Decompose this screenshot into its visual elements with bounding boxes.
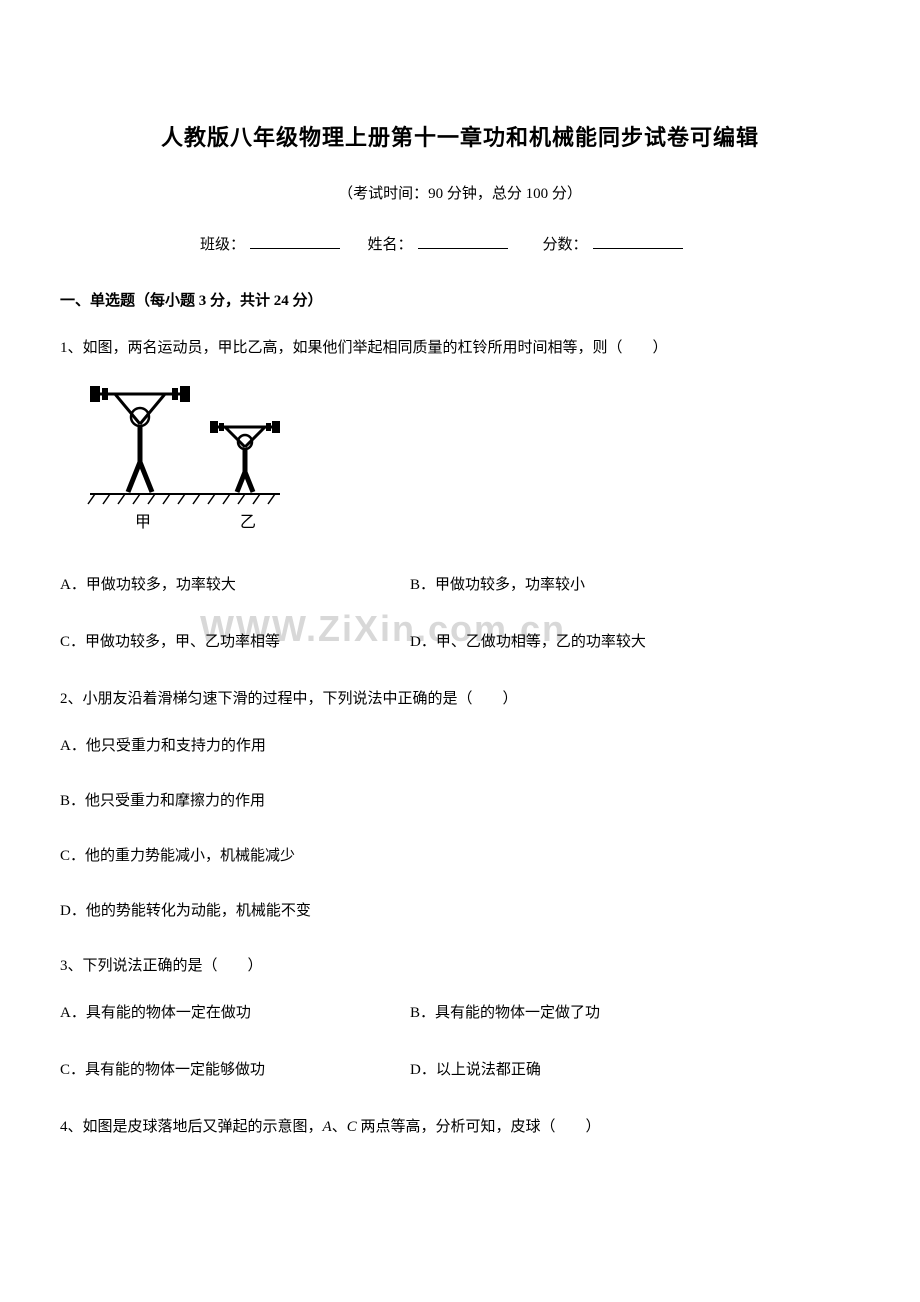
score-blank: [593, 248, 683, 249]
question-4-text: 4、如图是皮球落地后又弹起的示意图，A、C 两点等高，分析可知，皮球（ ）: [60, 1114, 860, 1141]
question-2: 2、小朋友沿着滑梯匀速下滑的过程中，下列说法中正确的是（ ） A．他只受重力和支…: [60, 686, 860, 925]
figure-label-jia: 甲: [135, 514, 151, 531]
question-2-option-c: C．他的重力势能减小，机械能减少: [60, 843, 860, 870]
question-1-option-a: A．甲做功较多，功率较大: [60, 572, 410, 599]
question-3-option-b: B．具有能的物体一定做了功: [410, 1000, 600, 1027]
question-1-option-b: B．甲做功较多，功率较小: [410, 572, 585, 599]
name-blank: [418, 248, 508, 249]
question-2-option-d: D．他的势能转化为动能，机械能不变: [60, 898, 860, 925]
document-title: 人教版八年级物理上册第十一章功和机械能同步试卷可编辑: [60, 120, 860, 152]
q4-text-mid: 、: [332, 1119, 347, 1135]
q4-italic-a: A: [323, 1119, 332, 1135]
class-label: 班级：: [200, 237, 245, 253]
fill-in-fields: 班级： 姓名： 分数：: [60, 233, 860, 254]
score-label: 分数：: [543, 237, 588, 253]
question-2-option-a: A．他只受重力和支持力的作用: [60, 733, 860, 760]
question-1-options-row-1: A．甲做功较多，功率较大 B．甲做功较多，功率较小: [60, 572, 860, 599]
question-3-options-row-1: A．具有能的物体一定在做功 B．具有能的物体一定做了功: [60, 1000, 860, 1027]
section-1-header: 一、单选题（每小题 3 分，共计 24 分）: [60, 289, 860, 310]
question-1: 1、如图，两名运动员，甲比乙高，如果他们举起相同质量的杠铃所用时间相等，则（ ）: [60, 335, 860, 656]
question-3-options-row-2: C．具有能的物体一定能够做功 D．以上说法都正确: [60, 1057, 860, 1084]
question-3-text: 3、下列说法正确的是（ ）: [60, 953, 860, 980]
question-2-option-b: B．他只受重力和摩擦力的作用: [60, 788, 860, 815]
question-1-option-d: D．甲、乙做功相等，乙的功率较大: [410, 629, 646, 656]
q4-text-after: 两点等高，分析可知，皮球（ ）: [357, 1119, 601, 1135]
question-3: 3、下列说法正确的是（ ） A．具有能的物体一定在做功 B．具有能的物体一定做了…: [60, 953, 860, 1084]
question-1-option-c: C．甲做功较多，甲、乙功率相等: [60, 629, 410, 656]
question-3-option-d: D．以上说法都正确: [410, 1057, 541, 1084]
exam-info: （考试时间：90 分钟，总分 100 分）: [60, 182, 860, 203]
q4-text-before: 4、如图是皮球落地后又弹起的示意图，: [60, 1119, 323, 1135]
question-1-figure: 甲 乙: [60, 382, 860, 542]
document-content: 人教版八年级物理上册第十一章功和机械能同步试卷可编辑 （考试时间：90 分钟，总…: [60, 120, 860, 1141]
question-3-option-a: A．具有能的物体一定在做功: [60, 1000, 410, 1027]
question-3-option-c: C．具有能的物体一定能够做功: [60, 1057, 410, 1084]
question-1-options-row-2: C．甲做功较多，甲、乙功率相等 D．甲、乙做功相等，乙的功率较大: [60, 629, 860, 656]
question-1-text: 1、如图，两名运动员，甲比乙高，如果他们举起相同质量的杠铃所用时间相等，则（ ）: [60, 335, 860, 362]
q4-italic-c: C: [347, 1119, 357, 1135]
question-4: 4、如图是皮球落地后又弹起的示意图，A、C 两点等高，分析可知，皮球（ ）: [60, 1114, 860, 1141]
name-label: 姓名：: [368, 237, 413, 253]
class-blank: [250, 248, 340, 249]
figure-label-yi: 乙: [240, 514, 256, 531]
question-2-text: 2、小朋友沿着滑梯匀速下滑的过程中，下列说法中正确的是（ ）: [60, 686, 860, 713]
